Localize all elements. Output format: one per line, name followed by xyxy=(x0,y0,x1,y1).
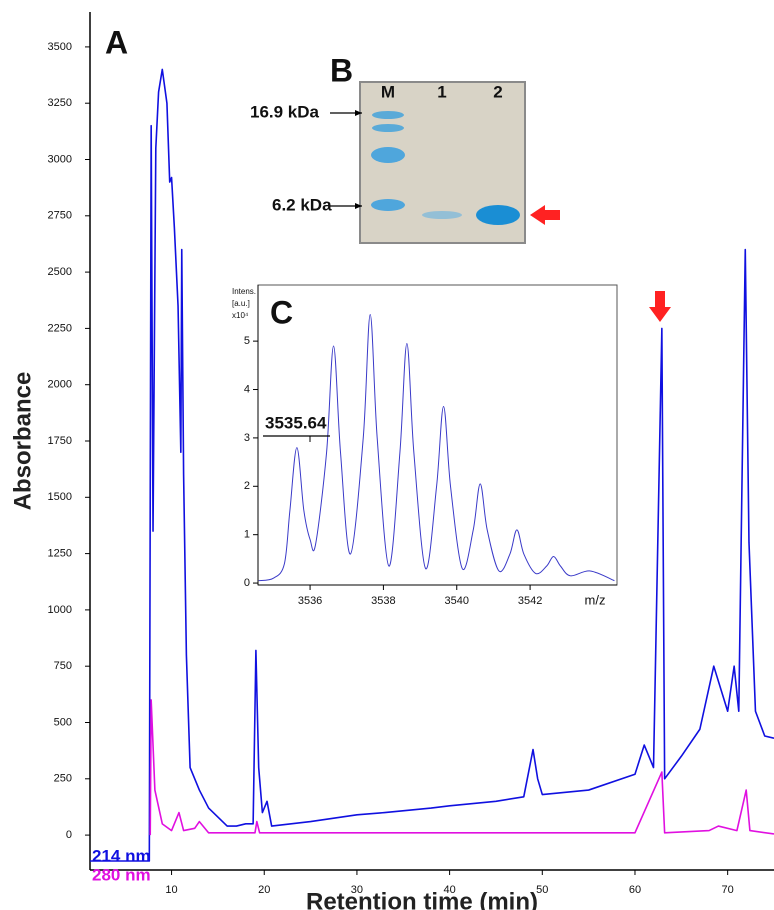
y-tick-label: 1000 xyxy=(48,604,72,616)
marker-label: 16.9 kDa xyxy=(250,102,320,121)
y-tick-label: 2750 xyxy=(48,210,72,222)
x-axis-title: m/z xyxy=(585,592,606,607)
y-tick-label: 3 xyxy=(244,432,250,444)
data-line xyxy=(90,68,774,862)
x-axis-title: Retention time (min) xyxy=(306,888,538,910)
red-arrow xyxy=(530,205,560,225)
x-tick-label: 3536 xyxy=(298,595,322,607)
y-tick-label: 2 xyxy=(244,480,250,492)
y-tick-label: 3000 xyxy=(48,153,72,165)
y-tick-label: 3500 xyxy=(48,41,72,53)
gel-band xyxy=(372,111,404,119)
y-tick-label: 1750 xyxy=(48,435,72,447)
x-tick-label: 20 xyxy=(258,884,270,896)
y-tick-label: 0 xyxy=(66,829,72,841)
y-tick-label: 2000 xyxy=(48,379,72,391)
data-line xyxy=(258,314,615,582)
x-tick-label: 60 xyxy=(629,884,641,896)
gel-band xyxy=(422,211,462,219)
gel-inset: M 1 2 16.9 kDa 6.2 kDa B xyxy=(250,52,560,244)
y-tick-label: 0 xyxy=(244,577,250,589)
red-arrow xyxy=(649,291,671,322)
panel-label: A xyxy=(105,24,128,60)
y-axis-title: Absorbance xyxy=(9,372,36,511)
marker-arrowhead xyxy=(355,203,362,209)
x-tick-label: 10 xyxy=(165,884,177,896)
x-tick-label: 3538 xyxy=(371,595,395,607)
y-tick-label: 750 xyxy=(54,660,72,672)
marker-label: 6.2 kDa xyxy=(272,195,332,214)
x-tick-label: 3542 xyxy=(518,595,542,607)
x-tick-label: 3540 xyxy=(445,595,469,607)
legend-label: 214 nm xyxy=(92,846,151,865)
y-tick-label: 3250 xyxy=(48,97,72,109)
data-line xyxy=(149,699,774,836)
y-tick-label: 1500 xyxy=(48,491,72,503)
y-tick-label: 5 xyxy=(244,335,250,347)
y-axis-title: [a.u.] xyxy=(232,299,250,308)
y-tick-label: 250 xyxy=(54,773,72,785)
annotation: 3535.64 xyxy=(265,413,327,432)
y-axis-title: x10⁴ xyxy=(232,311,249,320)
lane-label: 1 xyxy=(437,82,446,101)
y-axis-title: Intens. xyxy=(232,287,256,296)
gel-band xyxy=(372,124,404,132)
panel-label: C xyxy=(270,294,293,330)
x-tick-label: 40 xyxy=(443,884,455,896)
y-tick-label: 1 xyxy=(244,529,250,541)
y-tick-label: 4 xyxy=(244,383,250,395)
x-tick-label: 30 xyxy=(351,884,363,896)
x-tick-label: 50 xyxy=(536,884,548,896)
y-tick-label: 500 xyxy=(54,716,72,728)
gel-band xyxy=(371,199,405,211)
lane-label: 2 xyxy=(493,82,502,101)
panel-label: B xyxy=(330,52,353,88)
y-tick-label: 1250 xyxy=(48,548,72,560)
gel-band xyxy=(476,205,520,225)
gel-band xyxy=(371,147,405,163)
lane-label: M xyxy=(381,82,395,101)
marker-arrowhead xyxy=(355,110,362,116)
y-tick-label: 2500 xyxy=(48,266,72,278)
y-tick-label: 2250 xyxy=(48,322,72,334)
x-tick-label: 70 xyxy=(722,884,734,896)
legend-label: 280 nm xyxy=(92,865,151,884)
